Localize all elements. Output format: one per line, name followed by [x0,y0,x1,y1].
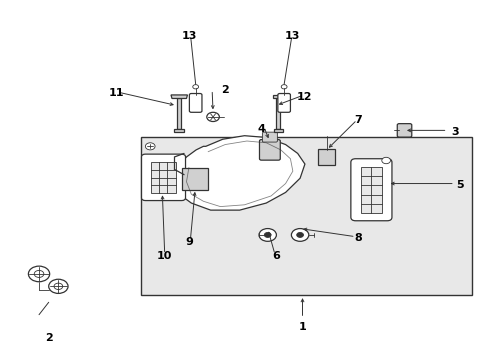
Circle shape [291,229,308,241]
Polygon shape [275,99,279,129]
FancyBboxPatch shape [189,94,202,112]
FancyBboxPatch shape [140,138,471,295]
Polygon shape [174,136,305,210]
Text: 5: 5 [455,180,463,190]
Circle shape [264,233,270,238]
Circle shape [296,233,303,238]
Text: 9: 9 [184,237,192,247]
FancyBboxPatch shape [277,94,290,112]
FancyBboxPatch shape [396,123,411,137]
FancyBboxPatch shape [182,168,207,190]
Text: 8: 8 [353,234,361,243]
Circle shape [259,229,276,241]
Circle shape [281,85,286,89]
FancyBboxPatch shape [350,159,391,221]
Polygon shape [171,95,187,99]
Circle shape [206,112,219,122]
Polygon shape [272,95,283,99]
Text: 7: 7 [353,115,361,125]
Circle shape [145,143,155,150]
Circle shape [54,283,62,289]
Text: 3: 3 [450,127,458,137]
FancyBboxPatch shape [150,162,176,193]
Polygon shape [177,99,180,129]
Text: 1: 1 [298,322,306,332]
Circle shape [28,266,50,282]
FancyBboxPatch shape [259,140,280,160]
FancyBboxPatch shape [317,149,335,165]
Text: 11: 11 [108,88,124,98]
Text: 10: 10 [157,251,172,261]
Text: 13: 13 [285,31,300,41]
FancyBboxPatch shape [360,167,381,213]
Text: 6: 6 [271,251,279,261]
Polygon shape [273,129,283,132]
FancyBboxPatch shape [141,154,185,201]
Text: 12: 12 [297,92,312,102]
FancyBboxPatch shape [262,132,277,142]
Circle shape [34,270,44,278]
Text: 13: 13 [181,31,196,41]
Circle shape [192,85,198,89]
Circle shape [381,157,390,164]
Polygon shape [174,129,183,132]
Text: 2: 2 [221,85,228,95]
Circle shape [49,279,68,293]
Text: 2: 2 [45,333,53,343]
Text: 4: 4 [257,123,265,134]
